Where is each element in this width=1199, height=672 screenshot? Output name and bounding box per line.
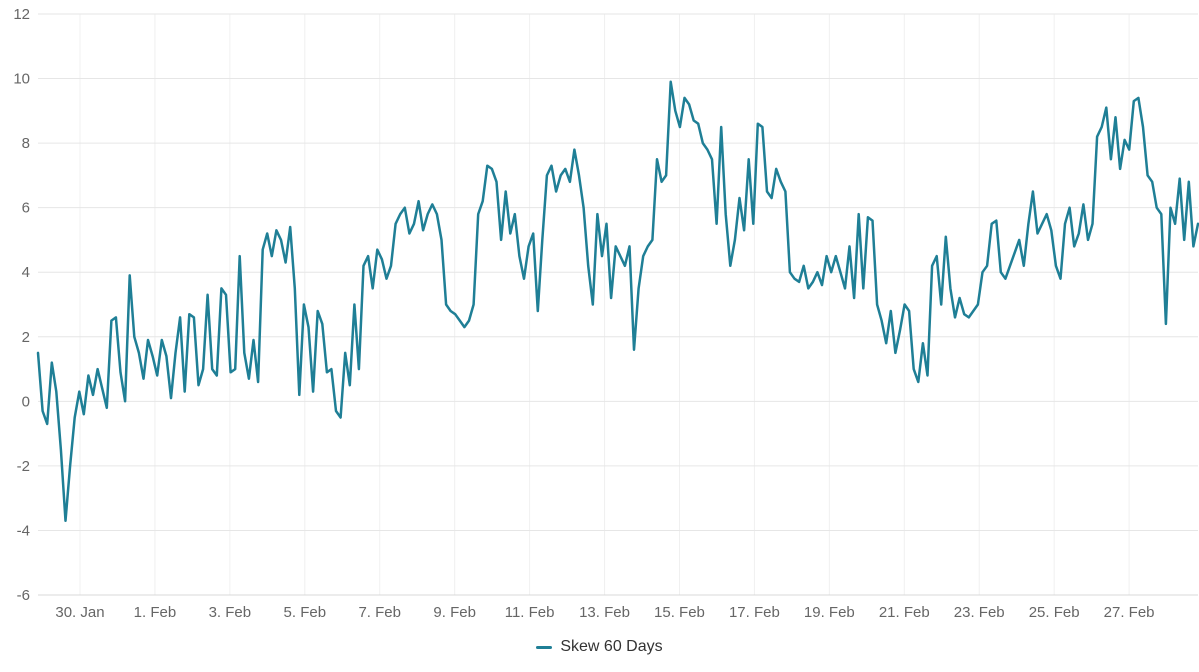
y-axis-tick-label: 4 <box>22 264 30 281</box>
line-chart-canvas: -6 -4 -2 0 2 4 6 8 10 12 30. Jan 1. Feb 3. Feb 5. Feb… <box>13 6 1199 621</box>
legend-item-skew-60-days[interactable]: Skew 60 Days <box>0 638 1199 656</box>
y-axis-tick-label: -6 <box>17 587 30 604</box>
x-axis-tick-label: 5. Feb <box>284 604 327 621</box>
y-axis-tick-label: 2 <box>22 329 30 346</box>
x-axis-tick-label: 3. Feb <box>209 604 252 621</box>
series-line-marker-icon <box>536 645 553 649</box>
y-axis-tick-label: -4 <box>17 522 30 539</box>
y-axis-tick-label: 0 <box>22 393 30 410</box>
x-axis-tick-label: 21. Feb <box>879 604 930 621</box>
series-line-skew-60-days[interactable] <box>36 80 1199 523</box>
x-axis-tick-label: 30. Jan <box>55 604 104 621</box>
y-axis-tick-label: 10 <box>13 71 30 88</box>
legend-label: Skew 60 Days <box>560 638 663 655</box>
x-axis-tick-label: 15. Feb <box>654 604 705 621</box>
y-axis-tick-label: 12 <box>13 6 30 23</box>
x-axis-tick-label: 19. Feb <box>804 604 855 621</box>
x-axis-tick-label: 17. Feb <box>729 604 780 621</box>
x-axis-tick-label: 11. Feb <box>505 604 555 621</box>
y-axis-tick-label: 6 <box>22 200 30 217</box>
x-axis-tick-label: 7. Feb <box>358 604 401 621</box>
x-axis-tick-label: 1. Feb <box>134 604 177 621</box>
y-axis-tick-label: -2 <box>17 458 30 475</box>
x-axis-tick-label: 27. Feb <box>1104 604 1155 621</box>
x-axis-tick-label: 13. Feb <box>579 604 630 621</box>
y-axis-tick-label: 8 <box>22 135 30 152</box>
x-axis-tick-label: 25. Feb <box>1029 604 1080 621</box>
x-axis-tick-label: 9. Feb <box>433 604 476 621</box>
x-axis-tick-label: 23. Feb <box>954 604 1005 621</box>
